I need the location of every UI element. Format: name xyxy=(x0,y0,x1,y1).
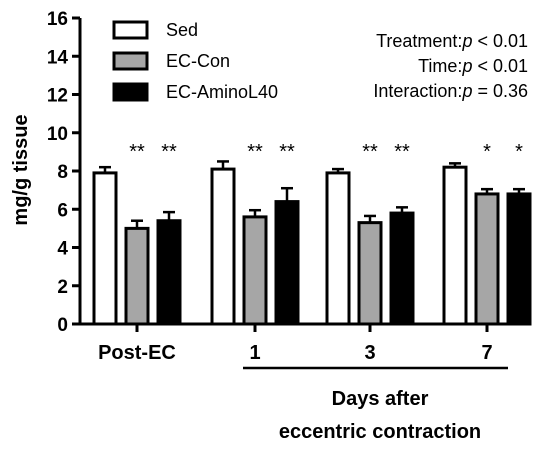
y-tick-label: 2 xyxy=(57,277,68,298)
stats-line: Treatment:p < 0.01 xyxy=(376,31,528,51)
significance-marker: ** xyxy=(161,141,177,163)
y-tick-label: 8 xyxy=(57,162,68,183)
significance-marker: ** xyxy=(247,141,263,163)
bar xyxy=(442,165,468,326)
stats-line: Interaction:p = 0.36 xyxy=(373,81,528,101)
significance-marker: ** xyxy=(362,141,378,163)
bar xyxy=(124,226,150,326)
bar xyxy=(325,171,351,326)
bar xyxy=(274,200,300,326)
y-axis: 0 2 4 6 8 10 12 14 16 xyxy=(47,9,82,336)
y-tick-label: 4 xyxy=(57,239,68,260)
bar xyxy=(156,219,182,326)
bar xyxy=(210,167,236,326)
legend-swatch xyxy=(112,20,149,40)
significance-marker: ** xyxy=(129,141,145,163)
significance-marker: * xyxy=(483,141,491,163)
bar xyxy=(474,192,500,326)
legend-label: EC-AminoL40 xyxy=(166,82,278,102)
bar xyxy=(92,171,118,326)
bar xyxy=(357,221,383,326)
y-tick-label: 6 xyxy=(57,200,68,221)
y-tick-label: 12 xyxy=(47,86,68,107)
significance-marker: ** xyxy=(279,141,295,163)
bar xyxy=(242,215,268,326)
legend-label: Sed xyxy=(166,20,198,40)
x-group-label-line2: eccentric contraction xyxy=(279,421,481,443)
stats-annotation: Treatment:p < 0.01 Time:p < 0.01 Interacti… xyxy=(373,31,528,101)
x-category-label: 1 xyxy=(249,342,260,364)
significance-marker: * xyxy=(515,141,523,163)
x-axis: Post-EC 1 3 7 xyxy=(80,322,530,364)
legend-label: EC-Con xyxy=(166,51,230,71)
significance-marker: ** xyxy=(394,141,410,163)
y-tick-label: 16 xyxy=(47,9,68,30)
legend-swatch xyxy=(112,82,149,102)
y-tick-label: 14 xyxy=(47,47,69,68)
legend: Sed EC-Con EC-AminoL40 xyxy=(112,20,278,102)
x-category-label: 3 xyxy=(364,342,375,364)
y-tick-label: 0 xyxy=(57,315,68,336)
x-category-label: Post-EC xyxy=(98,342,176,364)
bar xyxy=(389,211,415,326)
stats-line: Time:p < 0.01 xyxy=(418,56,528,76)
y-axis-label: mg/g tissue xyxy=(10,114,32,225)
y-tick-label: 10 xyxy=(47,124,68,145)
x-category-label: 7 xyxy=(481,342,492,364)
bars: ** ** ** ** ** ** * * xyxy=(92,141,532,326)
bar xyxy=(506,192,532,326)
legend-swatch xyxy=(112,51,149,71)
x-group-label-line1: Days after xyxy=(332,388,429,410)
